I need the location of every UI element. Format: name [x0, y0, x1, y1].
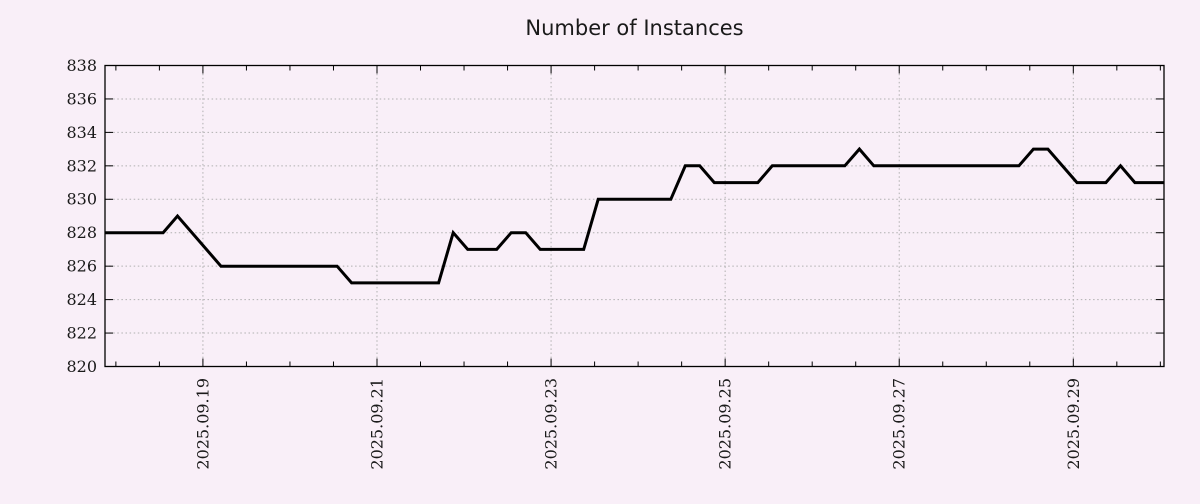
chart-title: Number of Instances: [525, 16, 744, 40]
y-tick-label: 824: [66, 290, 97, 309]
x-tick-label: 2025.09.23: [542, 378, 561, 470]
y-tick-label: 830: [66, 190, 97, 209]
y-tick-label: 820: [66, 357, 97, 376]
y-tick-label: 828: [66, 223, 97, 242]
y-tick-label: 838: [66, 56, 97, 75]
x-tick-label: 2025.09.19: [193, 378, 212, 470]
y-tick-label: 826: [66, 257, 97, 276]
x-tick-label: 2025.09.25: [716, 378, 735, 470]
x-tick-label: 2025.09.29: [1064, 378, 1083, 470]
y-tick-label: 822: [66, 323, 97, 342]
y-tick-label: 832: [66, 156, 97, 175]
y-tick-label: 834: [66, 123, 97, 142]
x-tick-label: 2025.09.27: [890, 378, 909, 470]
y-tick-label: 836: [66, 89, 97, 108]
x-tick-label: 2025.09.21: [367, 378, 386, 470]
plot-frame: [104, 64, 1165, 368]
instances-line-series: [105, 146, 1164, 285]
